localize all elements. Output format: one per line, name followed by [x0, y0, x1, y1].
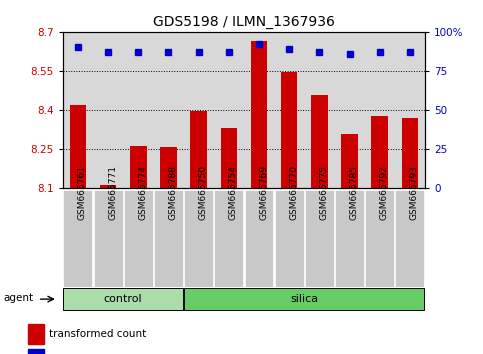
Bar — [221, 128, 237, 188]
Text: GSM665761: GSM665761 — [78, 165, 87, 220]
FancyBboxPatch shape — [214, 190, 243, 287]
Text: GSM665750: GSM665750 — [199, 165, 208, 220]
Text: GSM665785: GSM665785 — [350, 165, 358, 220]
FancyBboxPatch shape — [305, 190, 334, 287]
Text: GSM665771: GSM665771 — [108, 165, 117, 220]
FancyBboxPatch shape — [63, 288, 183, 310]
FancyBboxPatch shape — [154, 190, 183, 287]
Title: GDS5198 / ILMN_1367936: GDS5198 / ILMN_1367936 — [153, 16, 335, 29]
FancyBboxPatch shape — [184, 288, 425, 310]
Bar — [130, 146, 146, 188]
Text: GSM665754: GSM665754 — [229, 165, 238, 220]
Bar — [28, 324, 44, 344]
Text: GSM665788: GSM665788 — [169, 165, 177, 220]
Text: agent: agent — [3, 293, 33, 303]
Text: silica: silica — [290, 294, 318, 304]
Bar — [70, 104, 86, 188]
FancyBboxPatch shape — [94, 190, 123, 287]
FancyBboxPatch shape — [124, 190, 153, 287]
FancyBboxPatch shape — [63, 190, 92, 287]
Bar — [28, 349, 44, 354]
Bar — [281, 72, 298, 188]
Text: GSM665769: GSM665769 — [259, 165, 268, 220]
Text: control: control — [104, 294, 142, 304]
Bar — [190, 111, 207, 188]
FancyBboxPatch shape — [365, 190, 394, 287]
Bar — [251, 41, 267, 188]
FancyBboxPatch shape — [396, 190, 425, 287]
Bar — [160, 147, 177, 188]
Text: GSM665770: GSM665770 — [289, 165, 298, 220]
Text: GSM665774: GSM665774 — [138, 165, 147, 220]
Bar — [371, 116, 388, 188]
FancyBboxPatch shape — [184, 190, 213, 287]
Text: GSM665775: GSM665775 — [319, 165, 328, 220]
Text: GSM665793: GSM665793 — [410, 165, 419, 220]
Bar — [402, 118, 418, 188]
Bar — [311, 96, 327, 188]
Text: transformed count: transformed count — [49, 329, 146, 339]
Bar — [341, 135, 358, 188]
FancyBboxPatch shape — [275, 190, 304, 287]
FancyBboxPatch shape — [335, 190, 364, 287]
Bar — [100, 185, 116, 188]
Text: GSM665792: GSM665792 — [380, 165, 389, 220]
FancyBboxPatch shape — [244, 190, 273, 287]
